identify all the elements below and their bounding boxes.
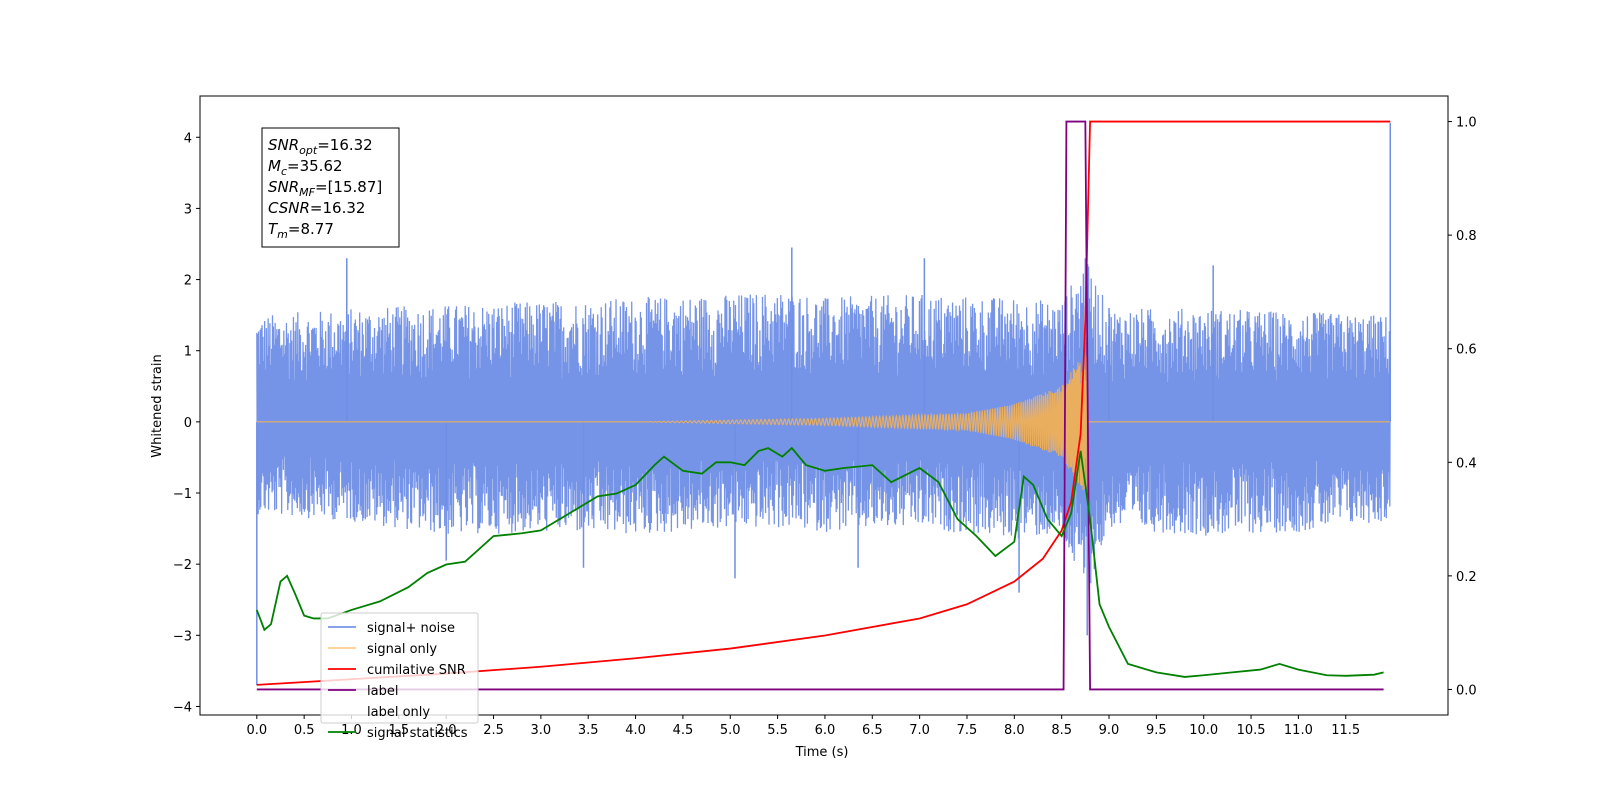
x-tick-label: 10.0: [1189, 723, 1218, 738]
x-tick-label: 1.5: [389, 723, 410, 738]
y-axis-left: −4 −3 −2 −1 0 1 2 3 4: [173, 131, 200, 715]
info-line: Tm=8.77: [268, 220, 334, 241]
info-value: =8.77: [288, 220, 334, 238]
x-tick-label: 11.5: [1331, 723, 1360, 738]
y-right-tick-label: 0.6: [1456, 343, 1477, 358]
y-left-tick-label: 2: [184, 274, 192, 289]
x-tick-label: 2.0: [436, 723, 457, 738]
y-right-tick-label: 0.4: [1456, 456, 1477, 471]
info-value: =16.32: [317, 136, 373, 154]
y-left-tick-label: 0: [184, 416, 192, 431]
series-cumulative-snr-line: [256, 120, 1391, 686]
y-axis-right: 0.0 0.2 0.4 0.6 0.8 1.0: [1448, 116, 1477, 698]
y-left-tick-label: 4: [184, 131, 192, 146]
y-left-tick-label: 3: [184, 202, 192, 217]
x-tick-label: 3.0: [531, 723, 552, 738]
info-symbol: SNR: [268, 136, 299, 154]
x-tick-label: 8.0: [1004, 723, 1025, 738]
info-value: =16.32: [310, 199, 366, 217]
x-tick-label: 6.0: [815, 723, 836, 738]
x-tick-label: 4.5: [673, 723, 694, 738]
legend-label: signal+ noise: [367, 621, 455, 636]
x-tick-label: 6.5: [862, 723, 883, 738]
info-subscript: c: [281, 165, 287, 178]
x-tick-label: 8.5: [1051, 723, 1072, 738]
plot-frame: [199, 95, 1449, 716]
x-tick-label: 7.0: [909, 723, 930, 738]
x-tick-label: 0.0: [246, 723, 267, 738]
x-tick-label: 5.0: [720, 723, 741, 738]
x-tick-label: 10.5: [1237, 723, 1266, 738]
info-symbol: M: [268, 157, 281, 175]
legend: signal+ noise signal only cumilative SNR la…: [320, 612, 479, 741]
x-tick-label: 2.5: [483, 723, 504, 738]
legend-label: signal only: [367, 642, 437, 657]
x-tick-label: 9.5: [1146, 723, 1167, 738]
x-tick-label: 5.5: [767, 723, 788, 738]
y-left-tick-label: −1: [173, 487, 192, 502]
info-value: =[15.87]: [315, 178, 382, 196]
y-left-tick-label: −4: [173, 700, 192, 715]
x-tick-label: 0.5: [294, 723, 315, 738]
y-left-tick-label: 1: [184, 345, 192, 360]
info-box-frame: [261, 127, 400, 248]
info-line: Mc=35.62: [268, 157, 343, 178]
info-symbol: T: [268, 220, 279, 238]
y-axis-label-left: Whitened strain: [150, 354, 165, 457]
x-axis: 0.0 0.5 1.0 1.5 2.0 2.5 3.0 3.5 4.0 4.5 5.0 5.5 6.0 6…: [246, 715, 1360, 738]
x-axis-label: Time (s): [795, 745, 849, 760]
x-tick-label: 1.0: [341, 723, 362, 738]
y-right-tick-label: 0.0: [1456, 683, 1477, 698]
series-signal-only-line: [256, 353, 1391, 491]
y-right-tick-label: 0.2: [1456, 570, 1477, 585]
info-subscript: opt: [299, 144, 318, 157]
info-line: SNRMF=[15.87]: [268, 178, 382, 199]
x-tick-label: 4.0: [625, 723, 646, 738]
y-left-tick-label: −3: [173, 629, 192, 644]
y-left-tick-label: −2: [173, 558, 192, 573]
x-tick-label: 9.0: [1099, 723, 1120, 738]
x-tick-label: 3.5: [578, 723, 599, 738]
info-subscript: m: [277, 228, 288, 241]
x-tick-label: 7.5: [957, 723, 978, 738]
info-symbol: SNR: [268, 178, 299, 196]
legend-label: signal statistics: [367, 726, 468, 741]
y-right-tick-label: 0.8: [1456, 229, 1477, 244]
legend-label: label only: [367, 705, 430, 720]
y-right-tick-label: 1.0: [1456, 116, 1477, 131]
legend-label: label: [367, 684, 398, 699]
info-line: SNRopt=16.32: [268, 136, 373, 157]
series-signal-statistics-line: [255, 446, 1384, 678]
info-symbol: CSNR: [268, 199, 310, 217]
info-box: SNRopt=16.32Mc=35.62SNRMF=[15.87]CSNR=16…: [261, 127, 400, 248]
legend-label: cumilative SNR: [367, 663, 466, 678]
plot-area: [255, 120, 1391, 691]
series-label-line: [256, 120, 1384, 691]
info-subscript: MF: [299, 186, 315, 199]
info-value: =35.62: [287, 157, 343, 175]
x-tick-label: 11.0: [1284, 723, 1313, 738]
info-line: CSNR=16.32: [268, 199, 365, 217]
legend-frame: [320, 612, 479, 724]
